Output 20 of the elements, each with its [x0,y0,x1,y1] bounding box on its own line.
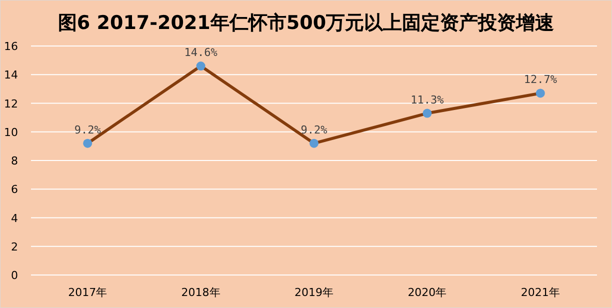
x-tick-label: 2019年 [294,286,334,299]
y-tick-label: 4 [11,212,18,225]
data-label: 11.3% [410,93,444,106]
y-tick-label: 16 [4,40,18,53]
x-tick-label: 2018年 [181,286,220,299]
y-tick-label: 6 [11,183,18,196]
x-tick-label: 2017年 [68,286,108,299]
y-tick-label: 8 [11,154,18,168]
y-tick-label: 12 [4,97,18,110]
data-label: 12.7% [524,73,558,86]
y-tick-label: 2 [11,240,18,254]
data-label: 9.2% [300,123,328,136]
data-label: 9.2% [74,123,102,136]
y-tick-label: 0 [11,269,18,282]
x-tick-label: 2021年 [520,286,560,299]
chart-title: 图6 2017-2021年仁怀市500万元以上固定资产投资增速 [58,12,554,34]
x-tick-label: 2020年 [408,286,447,299]
y-tick-label: 14 [4,68,18,82]
y-tick-label: 10 [4,126,18,139]
data-label: 14.6% [184,46,218,60]
